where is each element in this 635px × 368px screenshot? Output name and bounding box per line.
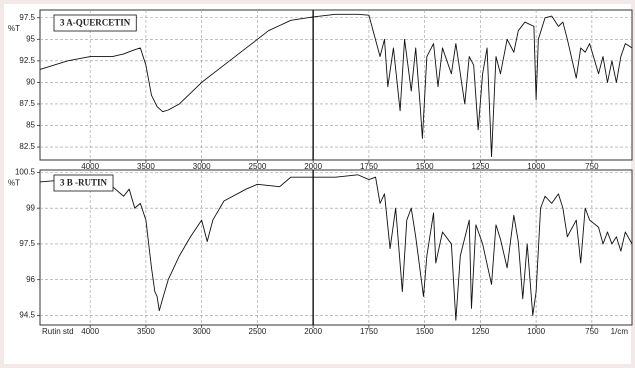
x-tick-label: 1500 <box>416 162 434 171</box>
x-tick-label: 1500 <box>416 327 434 336</box>
y-tick-label: 97.5 <box>19 239 35 248</box>
x-tick-label: 1250 <box>471 327 489 336</box>
y-tick-label: 85 <box>26 121 35 130</box>
x-tick-label: 3500 <box>137 162 155 171</box>
y-tick-label: 94.5 <box>19 311 35 320</box>
y-tick-label: 87.5 <box>19 99 35 108</box>
plot-area <box>39 9 633 161</box>
x-tick-label: 2000 <box>304 327 322 336</box>
x-axis-label: 1/cm <box>611 327 629 336</box>
x-tick-label: 1000 <box>527 327 545 336</box>
spectrum-line <box>39 13 633 157</box>
x-tick-label: 3000 <box>193 162 211 171</box>
y-tick-label: 97.5 <box>19 13 35 22</box>
plot-area <box>39 169 633 326</box>
y-tick-label: 90 <box>26 78 35 87</box>
x-tick-label: 4000 <box>81 162 99 171</box>
panel-title: 3 B -RUTIN <box>60 178 108 188</box>
y-tick-label: 96 <box>26 275 35 284</box>
x-tick-label: 3500 <box>137 327 155 336</box>
x-tick-label: 2500 <box>249 327 267 336</box>
x-tick-label: 3000 <box>193 327 211 336</box>
y-tick-label: 99 <box>26 203 35 212</box>
title-box <box>53 14 137 32</box>
x-tick-label: 1750 <box>360 327 378 336</box>
x-tick-label: 2000 <box>304 162 322 171</box>
x-tick-label: 1000 <box>527 162 545 171</box>
x-tick-label: 4000 <box>81 327 99 336</box>
y-tick-label: 95 <box>26 34 35 43</box>
y-tick-label: 100.5 <box>15 167 36 176</box>
footer-note: Rutin std <box>42 327 74 336</box>
x-tick-label: 750 <box>585 327 599 336</box>
x-tick-label: 750 <box>585 162 599 171</box>
title-box <box>53 174 114 192</box>
x-tick-label: 1250 <box>471 162 489 171</box>
panel-title: 3 A-QUERCETIN <box>60 18 131 28</box>
y-tick-label: 92.5 <box>19 56 35 65</box>
spectrum-line <box>39 174 633 321</box>
x-tick-label: 1750 <box>360 162 378 171</box>
y-axis-label: %T <box>8 178 20 187</box>
y-axis-label: %T <box>8 24 20 33</box>
y-tick-label: 82.5 <box>19 142 35 151</box>
x-tick-label: 2500 <box>249 162 267 171</box>
